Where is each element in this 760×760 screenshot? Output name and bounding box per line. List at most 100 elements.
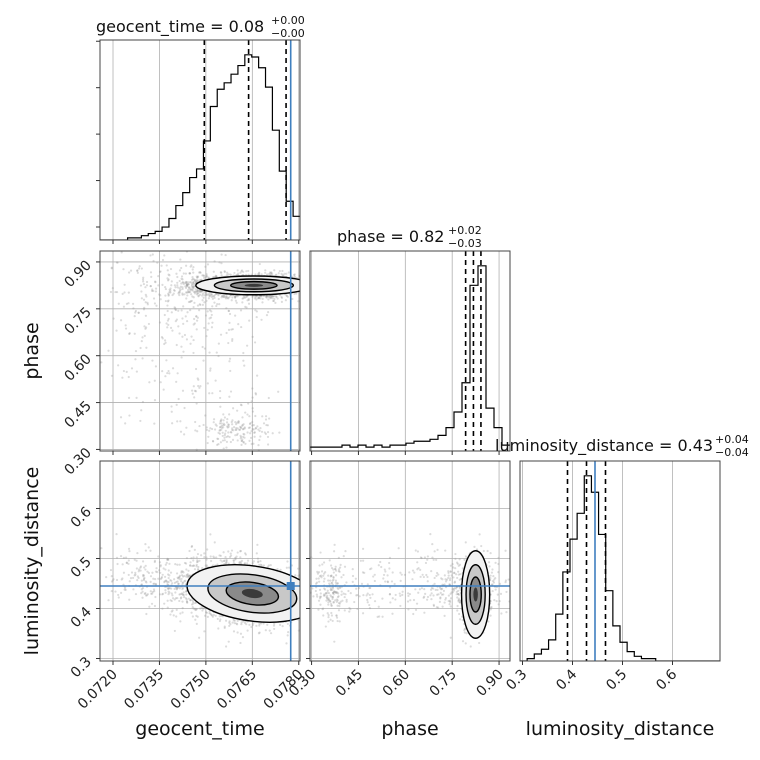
sample-point: [180, 571, 183, 574]
sample-point: [185, 320, 189, 323]
sample-point: [195, 315, 198, 318]
hist-bin-geocent_time: [183, 193, 190, 240]
sample-point: [181, 281, 184, 284]
sample-point: [176, 281, 179, 284]
sample-point: [243, 436, 246, 439]
sample-point: [137, 267, 141, 270]
sample-point: [185, 556, 189, 560]
sample-point: [192, 385, 195, 388]
sample-point: [210, 295, 213, 299]
sample-point: [273, 295, 276, 298]
sample-point: [153, 247, 155, 249]
sample-point: [206, 441, 209, 445]
hist-bin-geocent_time: [279, 171, 286, 240]
sample-point: [307, 618, 309, 620]
sample-point: [277, 390, 280, 393]
sample-point: [198, 559, 201, 562]
sample-point: [166, 326, 169, 329]
sample-point: [161, 370, 164, 373]
sample-point: [316, 282, 318, 284]
sample-point: [185, 568, 188, 571]
sample-point: [302, 287, 304, 289]
sample-point: [195, 622, 198, 625]
sample-point: [170, 284, 173, 287]
sample-point: [157, 555, 160, 558]
sample-point: [239, 560, 242, 563]
sample-point: [204, 564, 207, 567]
sample-point: [187, 300, 191, 304]
hist-bin-geocent_time: [210, 106, 217, 240]
sample-point: [215, 424, 218, 427]
sample-point: [246, 344, 249, 347]
sample-point: [206, 328, 209, 331]
sample-point: [191, 295, 194, 298]
sample-point: [175, 318, 178, 321]
sample-point: [278, 431, 281, 434]
sample-point: [170, 610, 173, 613]
sample-point: [207, 297, 211, 300]
sample-point: [270, 296, 273, 299]
sample-point: [223, 270, 226, 273]
sample-point: [96, 591, 98, 593]
sample-point: [219, 396, 222, 400]
sample-point: [136, 579, 139, 582]
hist-bin-luminosity_distance: [584, 476, 591, 661]
sample-point: [176, 563, 179, 566]
sample-point: [183, 580, 186, 583]
sample-point: [265, 423, 268, 427]
sample-point: [210, 292, 213, 295]
sample-point: [198, 309, 201, 312]
sample-point: [169, 267, 173, 271]
sample-point: [191, 275, 194, 279]
hist-bin-phase: [390, 445, 398, 451]
sample-point: [127, 302, 130, 305]
sample-point: [122, 268, 125, 271]
sample-point: [318, 624, 320, 626]
sample-point: [183, 293, 186, 296]
sample-point: [232, 429, 235, 432]
sample-point: [305, 290, 307, 292]
sample-point: [125, 370, 128, 373]
sample-point: [109, 568, 113, 572]
sample-point: [241, 301, 244, 304]
sample-point: [178, 291, 181, 294]
sample-point: [256, 374, 259, 377]
sample-point: [149, 580, 152, 583]
sample-point: [186, 290, 189, 293]
sample-point: [236, 631, 239, 634]
sample-point: [215, 292, 218, 296]
sample-point: [149, 254, 152, 257]
sample-point: [161, 573, 164, 576]
sample-point: [192, 285, 195, 289]
sample-point: [119, 319, 123, 322]
sample-point: [239, 403, 243, 406]
sample-point: [238, 561, 241, 564]
panels-layer: 0.300.450.600.750.900.30.40.50.60.0720 0.…: [61, 39, 721, 712]
hist-bin-phase: [430, 439, 438, 451]
sample-point: [238, 428, 242, 431]
sample-point: [211, 321, 214, 324]
sample-point: [260, 295, 263, 298]
sample-point: [185, 283, 189, 286]
sample-point: [227, 328, 231, 332]
sample-point: [178, 287, 181, 290]
sample-point: [164, 299, 167, 303]
sample-point: [301, 588, 303, 590]
sample-point: [250, 442, 253, 446]
sample-point: [321, 626, 323, 628]
sample-point: [165, 264, 168, 267]
sample-point: [111, 287, 114, 290]
sample-point: [181, 286, 184, 289]
sample-point: [222, 424, 225, 427]
hist-bin-phase: [446, 428, 454, 451]
sample-point: [176, 286, 179, 289]
sample-point: [141, 336, 144, 339]
sample-point: [149, 271, 153, 274]
sample-point: [189, 309, 192, 312]
sample-point: [227, 423, 230, 426]
sample-point: [167, 317, 170, 321]
sample-point: [144, 327, 147, 330]
sample-point: [153, 590, 156, 593]
sample-point: [220, 253, 223, 256]
sample-point: [229, 430, 232, 434]
